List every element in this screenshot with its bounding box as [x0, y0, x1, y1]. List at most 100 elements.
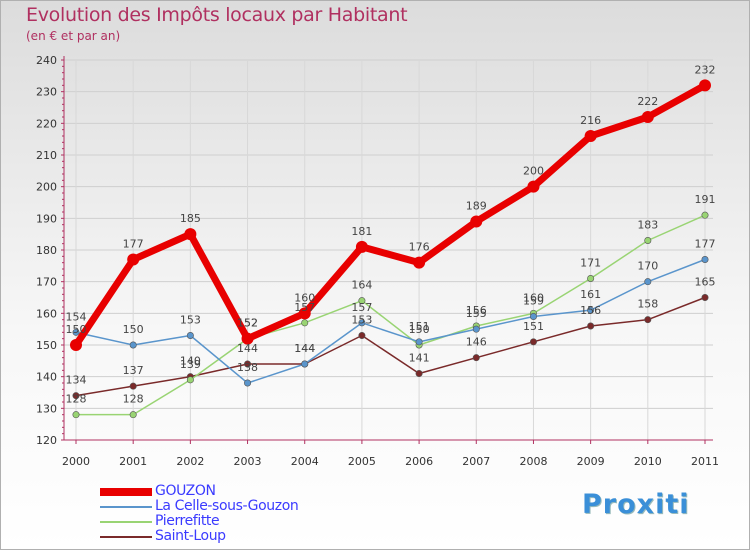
data-label: 156	[466, 304, 487, 317]
legend-swatch	[100, 536, 152, 538]
data-label: 177	[123, 238, 144, 251]
x-tick-label: 2002	[176, 455, 204, 468]
series-lines	[70, 79, 711, 419]
data-label: 144	[294, 342, 315, 355]
data-label: 150	[66, 323, 87, 336]
y-tick-label: 130	[36, 402, 57, 415]
data-point	[127, 253, 140, 266]
x-tick-label: 2009	[577, 455, 605, 468]
data-label: 191	[695, 193, 716, 206]
y-tick-label: 220	[36, 117, 57, 130]
data-point	[527, 180, 540, 193]
legend-label: La Celle-sous-Gouzon	[155, 498, 299, 514]
data-point	[644, 316, 652, 324]
data-point	[186, 376, 194, 384]
data-point	[699, 79, 711, 92]
data-label: 160	[294, 291, 315, 304]
data-point	[72, 328, 80, 336]
data-point	[701, 211, 709, 219]
x-tick-label: 2005	[348, 455, 376, 468]
y-tick-label: 230	[36, 86, 57, 99]
data-label: 153	[351, 314, 372, 327]
y-tick-label: 170	[36, 276, 57, 289]
data-point	[298, 307, 311, 320]
data-label: 189	[466, 200, 487, 213]
data-point	[129, 341, 137, 349]
y-tick-label: 210	[36, 149, 57, 162]
data-point	[701, 255, 709, 263]
data-point	[129, 411, 137, 419]
data-label: 157	[294, 301, 315, 314]
data-point	[529, 312, 537, 320]
data-label: 216	[580, 114, 601, 127]
data-point	[587, 322, 595, 330]
x-tick-label: 2001	[119, 455, 147, 468]
data-point	[72, 392, 80, 400]
grid	[64, 59, 713, 441]
chart-title: Evolution des Impôts locaux par Habitant	[26, 4, 408, 26]
legend-label: Pierrefitte	[155, 513, 220, 529]
y-tick-label: 150	[36, 339, 57, 352]
data-label: 222	[637, 95, 658, 108]
x-tick-label: 2003	[234, 455, 262, 468]
data-point	[529, 338, 537, 346]
data-label: 150	[409, 323, 430, 336]
data-point	[301, 319, 309, 327]
data-label: 161	[580, 288, 601, 301]
data-label: 139	[180, 358, 201, 371]
data-label: 158	[637, 298, 658, 311]
y-tick-label: 190	[36, 212, 57, 225]
data-label: 141	[409, 352, 430, 365]
data-point	[644, 237, 652, 245]
data-label: 165	[695, 276, 716, 289]
data-label: 157	[351, 301, 372, 314]
x-tick-label: 2010	[634, 455, 662, 468]
data-label: 146	[466, 336, 487, 349]
series-line-3	[75, 296, 706, 397]
data-label: 176	[409, 241, 430, 254]
data-label: 185	[180, 212, 201, 225]
data-label: 134	[66, 374, 87, 387]
data-label: 156	[580, 304, 601, 317]
legend-label: GOUZON	[155, 483, 216, 499]
data-point	[701, 293, 709, 301]
data-point	[415, 369, 423, 377]
series-line-1	[75, 258, 706, 384]
data-label: 200	[523, 165, 544, 178]
y-tick-label: 140	[36, 371, 57, 384]
data-label: 137	[123, 364, 144, 377]
data-point	[129, 382, 137, 390]
data-label: 155	[466, 307, 487, 320]
y-tick-label: 200	[36, 181, 57, 194]
data-point	[184, 228, 197, 241]
legend-swatch	[100, 506, 152, 508]
data-point	[301, 360, 309, 368]
data-point	[244, 379, 252, 387]
data-label: 128	[66, 393, 87, 406]
data-label: 144	[237, 342, 258, 355]
data-label: 159	[523, 295, 544, 308]
data-label: 164	[351, 279, 372, 292]
data-label: 150	[123, 323, 144, 336]
chart-subtitle: (en € et par an)	[26, 29, 121, 43]
legend-label: Saint-Loup	[155, 528, 226, 544]
data-point	[186, 331, 194, 339]
x-tick-label: 2004	[291, 455, 319, 468]
data-label: 181	[351, 225, 372, 238]
data-label: 177	[695, 238, 716, 251]
data-label: 232	[695, 63, 716, 76]
legend-swatch	[100, 521, 152, 523]
x-tick-label: 2000	[62, 455, 90, 468]
y-tick-label: 240	[36, 54, 57, 67]
y-tick-label: 180	[36, 244, 57, 257]
data-point	[413, 256, 426, 269]
data-labels: 1501771851521601811761892002162222321541…	[66, 63, 716, 405]
series-line-2	[75, 214, 706, 416]
x-tick-label: 2011	[691, 455, 719, 468]
data-label: 170	[637, 260, 658, 273]
data-label: 144	[294, 342, 315, 355]
data-point	[358, 297, 366, 305]
x-tick-label: 2007	[462, 455, 490, 468]
series-line-0	[72, 81, 709, 349]
